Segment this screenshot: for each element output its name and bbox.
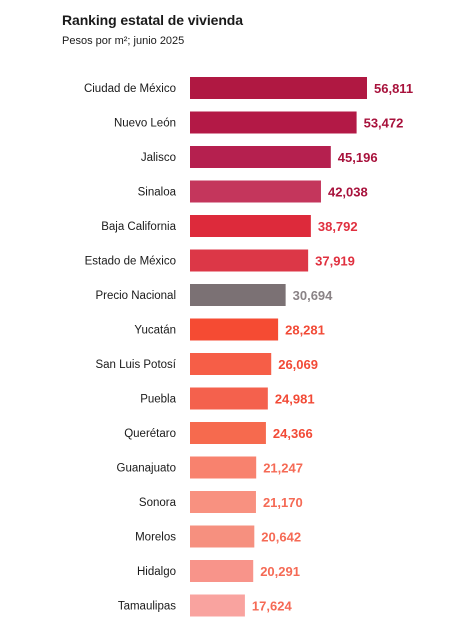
- value-label: 38,792: [318, 219, 358, 234]
- category-label: Estado de México: [85, 256, 176, 268]
- bar: [190, 491, 256, 513]
- category-label: Tamaulipas: [118, 601, 176, 613]
- category-label: Yucatán: [134, 325, 176, 337]
- bar: [190, 180, 321, 203]
- value-label: 24,366: [273, 426, 313, 441]
- chart-subtitle: Pesos por m²; junio 2025: [62, 35, 185, 47]
- category-label: Sonora: [139, 497, 177, 509]
- category-label: Querétaro: [124, 428, 176, 440]
- bar: [190, 422, 266, 444]
- category-label: Hidalgo: [137, 566, 176, 578]
- bar: [190, 77, 367, 99]
- category-label: Guanajuato: [117, 463, 176, 475]
- category-label: Ciudad de México: [84, 83, 176, 95]
- value-label: 20,291: [260, 564, 300, 579]
- category-label: Jalisco: [141, 152, 176, 164]
- bar: [190, 560, 254, 582]
- value-label: 17,624: [252, 599, 293, 614]
- bar: [190, 456, 257, 479]
- bar: [190, 284, 286, 306]
- bar: [190, 146, 331, 168]
- value-label: 42,038: [328, 185, 368, 200]
- bar: [190, 525, 255, 548]
- value-label: 30,694: [293, 288, 334, 303]
- category-label: Morelos: [135, 532, 176, 544]
- bar: [190, 594, 245, 617]
- value-label: 45,196: [338, 150, 378, 165]
- category-label: San Luis Potosí: [95, 359, 176, 371]
- category-label: Nuevo León: [114, 118, 176, 130]
- bar: [190, 249, 309, 272]
- value-label: 20,642: [261, 530, 301, 545]
- chart-title: Ranking estatal de vivienda: [62, 12, 243, 28]
- category-label: Sinaloa: [138, 187, 177, 199]
- bar: [190, 353, 272, 375]
- value-label: 24,981: [275, 392, 315, 407]
- category-label: Baja California: [101, 221, 176, 233]
- bar: [190, 387, 268, 410]
- value-label: 37,919: [315, 254, 355, 269]
- bar: [190, 215, 311, 237]
- value-label: 53,472: [364, 116, 404, 131]
- value-label: 26,069: [278, 357, 318, 372]
- value-label: 21,170: [263, 495, 303, 510]
- category-label: Puebla: [140, 394, 176, 406]
- value-label: 28,281: [285, 323, 325, 338]
- bar: [190, 111, 357, 134]
- bar: [190, 318, 279, 341]
- value-label: 56,811: [374, 81, 413, 96]
- category-label: Precio Nacional: [95, 290, 176, 302]
- value-label: 21,247: [263, 461, 303, 476]
